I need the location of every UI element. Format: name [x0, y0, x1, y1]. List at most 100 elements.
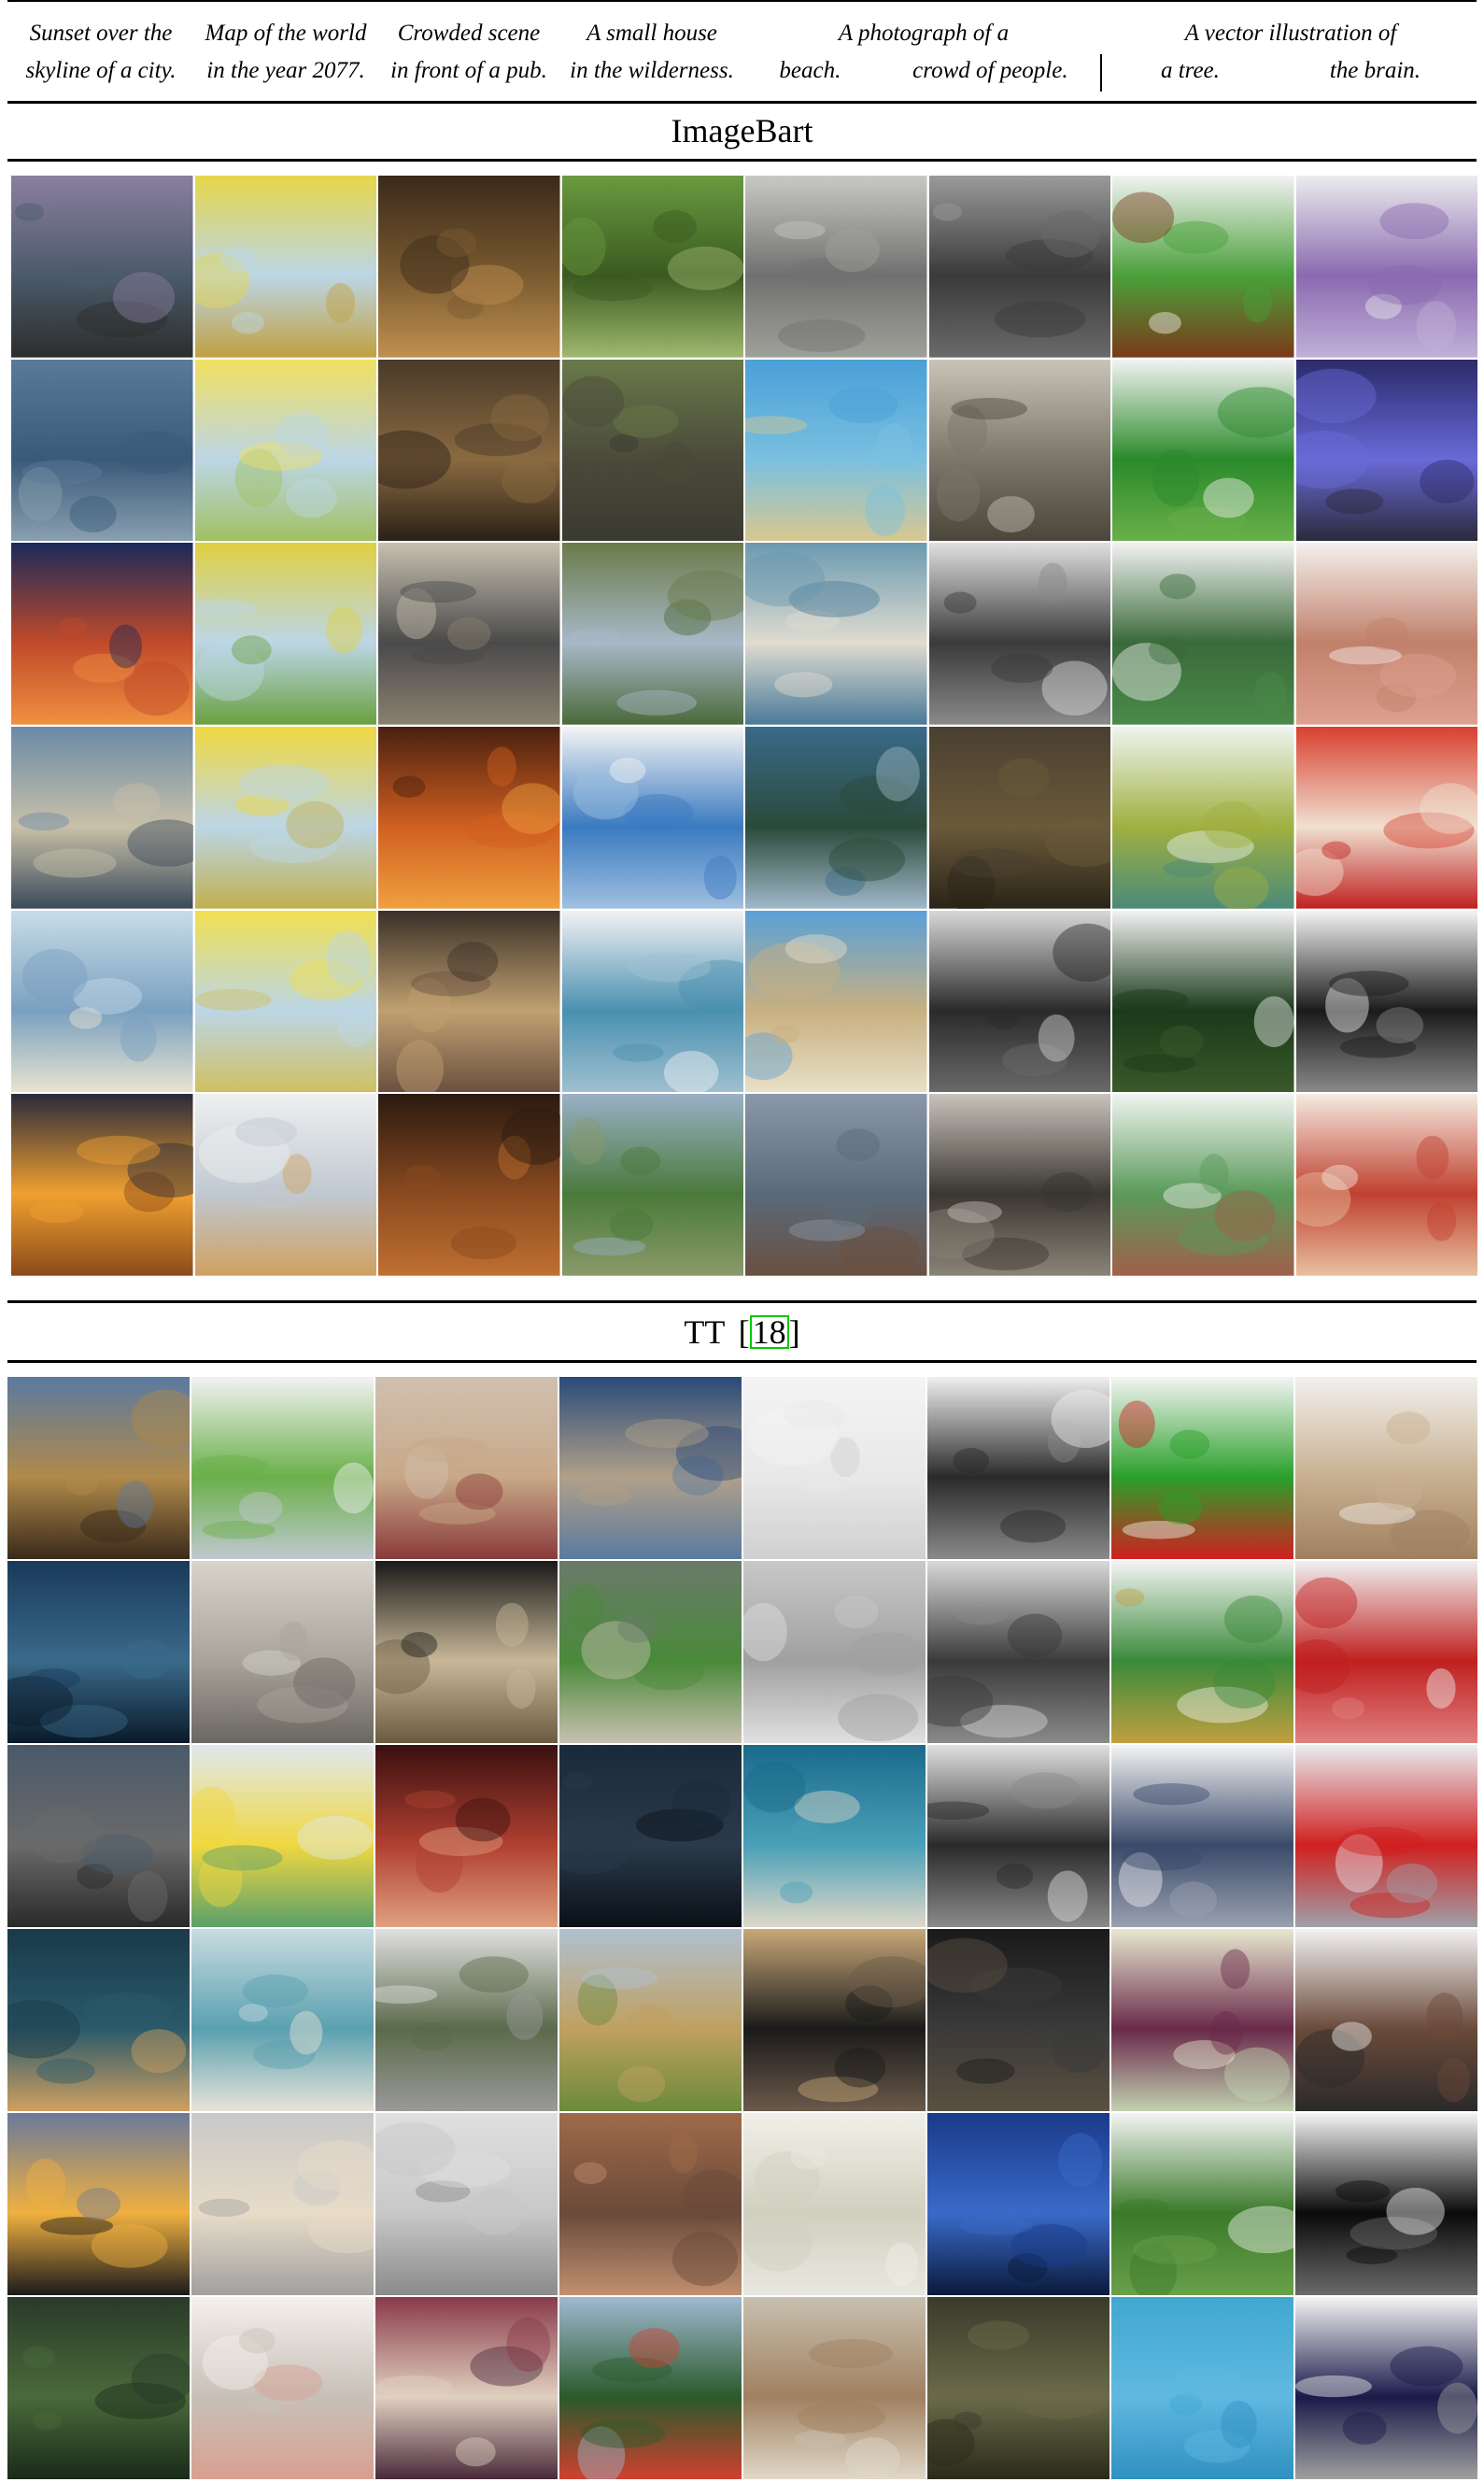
tt-image-r2-c1 — [7, 1561, 190, 1743]
tt-rule — [7, 1360, 1477, 1363]
imagebart-image-r5-c4 — [561, 910, 743, 1093]
tt-image-r1-c6 — [927, 1377, 1109, 1559]
tt-image-r1-c7 — [1111, 1377, 1293, 1559]
imagebart-image-r3-c7 — [1112, 543, 1294, 725]
tt-image-r5-c1 — [7, 2113, 190, 2295]
tt-image-r1-c1 — [7, 1377, 190, 1559]
imagebart-image-r2-c4 — [561, 359, 743, 542]
imagebart-image-r1-c4 — [561, 176, 743, 358]
tt-image-r4-c5 — [743, 1929, 926, 2111]
tt-image-r2-c6 — [927, 1561, 1109, 1743]
tt-image-r6-c2 — [191, 2297, 374, 2479]
caption-tree: a tree. — [1160, 58, 1220, 83]
imagebart-image-r4-c6 — [928, 727, 1110, 909]
imagebart-image-r5-c1 — [11, 910, 193, 1093]
imagebart-image-r5-c2 — [194, 910, 376, 1093]
imagebart-image-r6-c6 — [928, 1094, 1110, 1276]
caption-bottom-rule — [7, 101, 1477, 104]
imagebart-image-r2-c3 — [378, 359, 560, 542]
top-rule — [7, 0, 1477, 2]
tt-image-r5-c2 — [191, 2113, 374, 2295]
tt-image-r2-c5 — [743, 1561, 926, 1743]
imagebart-image-r5-c3 — [378, 910, 560, 1093]
imagebart-image-r1-c8 — [1295, 176, 1477, 358]
tt-image-r4-c8 — [1295, 1929, 1477, 2111]
tt-image-r3-c2 — [191, 1745, 374, 1927]
tt-image-r5-c4 — [559, 2113, 742, 2295]
tt-image-r5-c7 — [1111, 2113, 1293, 2295]
imagebart-image-r6-c1 — [11, 1094, 193, 1276]
imagebart-image-r4-c8 — [1295, 727, 1477, 909]
imagebart-image-r3-c4 — [561, 543, 743, 725]
tt-image-r6-c7 — [1111, 2297, 1293, 2479]
caption-crowd: crowd of people. — [912, 58, 1068, 83]
caption-map: Map of the world in the year 2077. — [205, 21, 367, 83]
imagebart-image-r3-c8 — [1295, 543, 1477, 725]
imagebart-image-r3-c1 — [11, 543, 193, 725]
tt-image-r1-c2 — [191, 1377, 374, 1559]
tt-image-r5-c3 — [375, 2113, 558, 2295]
imagebart-image-r2-c8 — [1295, 359, 1477, 542]
imagebart-image-r6-c7 — [1112, 1094, 1294, 1276]
tt-image-r3-c5 — [743, 1745, 926, 1927]
imagebart-image-r5-c7 — [1112, 910, 1294, 1093]
tt-image-r4-c2 — [191, 1929, 374, 2111]
caption-vector: A vector illustration of a tree. the bra… — [1106, 15, 1476, 90]
imagebart-grid — [11, 176, 1477, 1276]
imagebart-rule — [7, 159, 1477, 162]
caption-house: A small house in the wilderness. — [570, 21, 734, 83]
caption-separator — [1100, 54, 1102, 92]
imagebart-image-r3-c6 — [928, 543, 1110, 725]
imagebart-image-r2-c6 — [928, 359, 1110, 542]
tt-image-r6-c1 — [7, 2297, 190, 2479]
tt-image-r2-c4 — [559, 1561, 742, 1743]
tt-image-r5-c8 — [1295, 2113, 1477, 2295]
tt-image-r4-c3 — [375, 1929, 558, 2111]
imagebart-image-r6-c8 — [1295, 1094, 1477, 1276]
tt-image-r5-c5 — [743, 2113, 926, 2295]
tt-image-r3-c3 — [375, 1745, 558, 1927]
caption-beach: beach. — [779, 58, 841, 83]
tt-image-r6-c8 — [1295, 2297, 1477, 2479]
tt-image-r4-c6 — [927, 1929, 1109, 2111]
tt-image-r3-c4 — [559, 1745, 742, 1927]
tt-image-r2-c8 — [1295, 1561, 1477, 1743]
imagebart-image-r3-c3 — [378, 543, 560, 725]
imagebart-image-r1-c7 — [1112, 176, 1294, 358]
tt-image-r2-c3 — [375, 1561, 558, 1743]
imagebart-image-r5-c8 — [1295, 910, 1477, 1093]
imagebart-image-r2-c2 — [194, 359, 376, 542]
caption-crowded: Crowded scene in front of a pub. — [390, 21, 547, 83]
imagebart-image-r6-c4 — [561, 1094, 743, 1276]
imagebart-image-r1-c2 — [194, 176, 376, 358]
tt-image-r2-c2 — [191, 1561, 374, 1743]
tt-image-r1-c4 — [559, 1377, 742, 1559]
caption-brain: the brain. — [1329, 58, 1421, 83]
caption-city: Sunset over the skyline of a city. — [25, 21, 177, 83]
imagebart-image-r1-c5 — [745, 176, 927, 358]
tt-image-r6-c6 — [927, 2297, 1109, 2479]
tt-image-r1-c3 — [375, 1377, 558, 1559]
imagebart-image-r2-c7 — [1112, 359, 1294, 542]
tt-image-r5-c6 — [927, 2113, 1109, 2295]
citation-link[interactable]: 18 — [749, 1315, 789, 1349]
imagebart-image-r3-c5 — [745, 543, 927, 725]
tt-image-r1-c5 — [743, 1377, 926, 1559]
tt-image-r6-c3 — [375, 2297, 558, 2479]
tt-image-r3-c8 — [1295, 1745, 1477, 1927]
tt-image-r4-c7 — [1111, 1929, 1293, 2111]
tt-image-r3-c1 — [7, 1745, 190, 1927]
tt-image-r3-c7 — [1111, 1745, 1293, 1927]
imagebart-image-r2-c1 — [11, 359, 193, 542]
imagebart-image-r3-c2 — [194, 543, 376, 725]
imagebart-image-r4-c5 — [745, 727, 927, 909]
imagebart-image-r6-c3 — [378, 1094, 560, 1276]
imagebart-image-r1-c6 — [928, 176, 1110, 358]
imagebart-image-r5-c5 — [745, 910, 927, 1093]
caption-photograph: A photograph of a beach. crowd of people… — [743, 15, 1104, 90]
tt-image-r4-c1 — [7, 1929, 190, 2111]
tt-image-r1-c8 — [1295, 1377, 1477, 1559]
tt-top-rule — [7, 1300, 1477, 1303]
imagebart-image-r1-c3 — [378, 176, 560, 358]
tt-image-r6-c5 — [743, 2297, 926, 2479]
